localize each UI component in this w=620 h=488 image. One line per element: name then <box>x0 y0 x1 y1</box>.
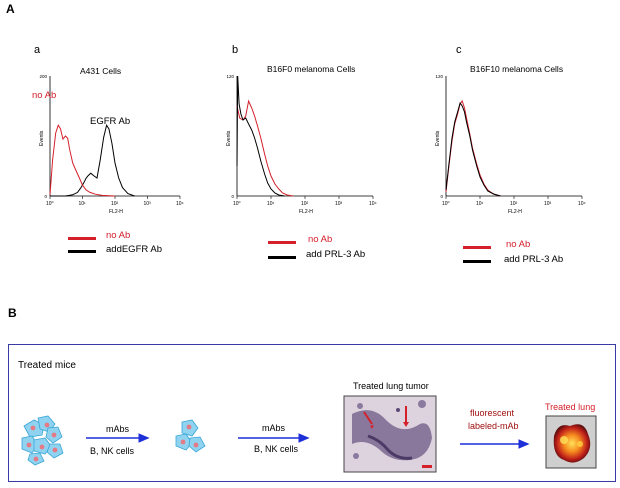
tumor-cell-cluster-small <box>175 419 206 453</box>
y-axis-label: Events <box>435 130 441 146</box>
histogram-a: A431 Cells 10⁰ 10¹ 10² 10³ 10⁴ 0 200 FL2-H Events… <box>32 66 184 215</box>
legend-label-red: no Ab <box>506 239 531 250</box>
schematic-graphics <box>21 395 597 473</box>
arrow-3-label-bottom: labeled-mAb <box>468 421 519 431</box>
lung-image-title: Treated lung <box>545 402 596 412</box>
x-tick-label: 10³ <box>544 201 552 207</box>
x-tick-label: 10⁴ <box>176 201 184 207</box>
tumor-cell-cluster-large <box>21 415 64 466</box>
x-tick-label: 10⁰ <box>442 201 450 207</box>
arrow-3-label-top: fluorescent <box>470 408 515 418</box>
x-tick-label: 10³ <box>335 201 343 207</box>
x-axis-label: FL2-H <box>299 209 313 215</box>
x-axis-label: FL2-H <box>109 209 123 215</box>
series-line-black <box>50 123 135 197</box>
legend-line-red <box>463 246 491 249</box>
x-tick-label: 10¹ <box>476 201 484 207</box>
x-tick-label: 10² <box>301 201 309 207</box>
x-tick-label: 10¹ <box>79 201 87 207</box>
lung-tumor-micrograph <box>343 395 437 473</box>
x-tick-label: 10⁰ <box>233 201 241 207</box>
series-line-black <box>445 101 501 197</box>
series-line-red <box>49 124 116 197</box>
legend-line-red <box>268 241 296 244</box>
arrow-2-label-bottom: B, NK cells <box>254 444 299 454</box>
treated-mice-frame <box>8 344 616 482</box>
annotation-no-ab: no Ab <box>32 90 56 101</box>
annotation-egfr-ab: EGFR Ab <box>90 116 130 127</box>
chart-letter-a: a <box>34 44 41 56</box>
x-tick-label: 10² <box>510 201 518 207</box>
treated-mice-heading: Treated mice <box>18 360 76 371</box>
y-axis-label: Events <box>226 130 232 146</box>
y-tick-label: 0 <box>44 194 47 199</box>
histogram-b: B16F0 melanoma Cells 10⁰ 10¹ 10² 10³ 10⁴ 0 120 F… <box>226 64 377 215</box>
arrow-1-label-top: mAbs <box>106 424 130 434</box>
chart-title: B16F0 melanoma Cells <box>267 64 355 74</box>
x-tick-label: 10³ <box>144 201 152 207</box>
legend-label-red: no Ab <box>308 234 333 245</box>
legend-line-red <box>68 237 96 240</box>
y-tick-label: 120 <box>435 74 443 79</box>
legend-label-black: addEGFR Ab <box>106 244 162 255</box>
tumor-image-title: Treated lung tumor <box>353 381 429 391</box>
series-line-red <box>445 99 501 197</box>
legend-line-black <box>68 250 96 253</box>
x-tick-label: 10⁴ <box>578 201 586 207</box>
chart-letter-c: c <box>456 44 462 56</box>
series-line-red <box>236 99 294 197</box>
x-tick-label: 10² <box>111 201 119 207</box>
y-tick-label: 120 <box>226 74 234 79</box>
y-tick-label: 0 <box>231 194 234 199</box>
chart-letter-b: b <box>232 44 239 56</box>
panel-label-b: B <box>8 306 17 320</box>
y-tick-label: 0 <box>440 194 443 199</box>
legend-label-black: add PRL-3 Ab <box>306 249 366 260</box>
chart-title: A431 Cells <box>80 66 121 76</box>
legend-label-black: add PRL-3 Ab <box>504 254 564 265</box>
legend-label-red: no Ab <box>106 230 131 241</box>
treated-lung-image <box>545 415 597 469</box>
x-tick-label: 10⁰ <box>46 201 54 207</box>
y-tick-label: 200 <box>39 74 47 79</box>
arrow-2-label-top: mAbs <box>262 423 286 433</box>
legend-line-black <box>463 260 491 263</box>
arrow-1-label-bottom: B, NK cells <box>90 446 135 456</box>
x-tick-label: 10¹ <box>267 201 275 207</box>
series-line-black <box>236 75 285 197</box>
chart-title: B16F10 melanoma Cells <box>470 64 563 74</box>
x-tick-label: 10⁴ <box>369 201 377 207</box>
legend-line-black <box>268 256 296 259</box>
panel-label-a: A <box>6 2 15 16</box>
x-axis-label: FL2-H <box>508 209 522 215</box>
histogram-c: B16F10 melanoma Cells 10⁰ 10¹ 10² 10³ 10⁴ 0 120… <box>435 64 586 215</box>
y-axis-label: Events <box>39 130 45 146</box>
